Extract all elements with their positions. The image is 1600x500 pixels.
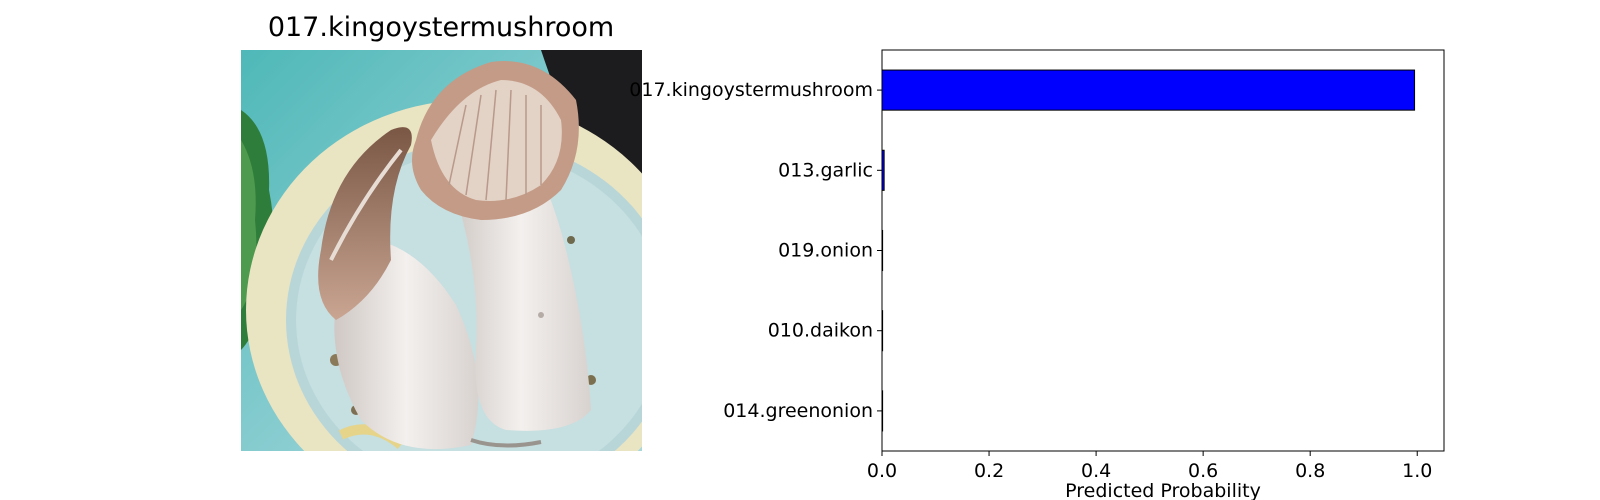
x-tick-label: 0.4 xyxy=(1081,460,1111,482)
y-tick-label: 013.garlic xyxy=(778,159,873,181)
y-tick-label: 019.onion xyxy=(778,240,873,262)
bar xyxy=(881,69,1416,111)
x-tick-label: 0.6 xyxy=(1188,460,1218,482)
x-tick-label: 0.2 xyxy=(974,460,1004,482)
y-tick-label: 010.daikon xyxy=(768,320,873,342)
y-tick-label: 017.kingoystermushroom xyxy=(629,79,873,101)
y-tick-label: 014.greenonion xyxy=(723,400,873,422)
mushroom-photo xyxy=(241,50,642,451)
x-tick-label: 0.0 xyxy=(867,460,897,482)
x-tick-label: 0.8 xyxy=(1295,460,1325,482)
x-axis-label: Predicted Probability xyxy=(1065,480,1261,500)
image-title: 017.kingoystermushroom xyxy=(267,12,615,43)
x-tick-label: 1.0 xyxy=(1402,460,1432,482)
